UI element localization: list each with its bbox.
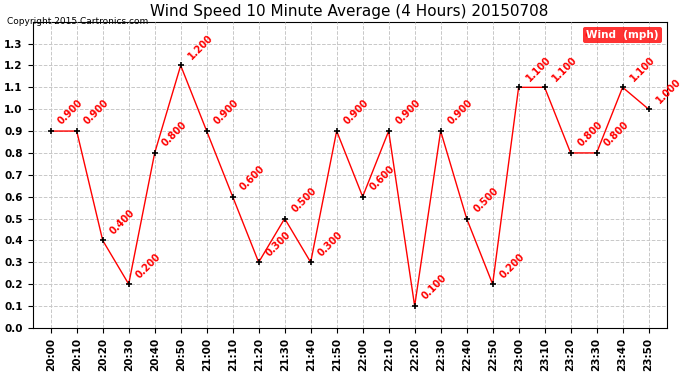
Text: 0.500: 0.500 bbox=[472, 186, 501, 214]
Text: 0.200: 0.200 bbox=[498, 251, 527, 280]
Title: Wind Speed 10 Minute Average (4 Hours) 20150708: Wind Speed 10 Minute Average (4 Hours) 2… bbox=[150, 4, 549, 19]
Text: 1.200: 1.200 bbox=[186, 33, 215, 61]
Text: 0.900: 0.900 bbox=[82, 98, 111, 127]
Text: 0.800: 0.800 bbox=[576, 120, 605, 149]
Text: 0.200: 0.200 bbox=[135, 251, 163, 280]
Text: 0.800: 0.800 bbox=[602, 120, 631, 149]
Text: 0.400: 0.400 bbox=[108, 207, 137, 236]
Text: 0.600: 0.600 bbox=[368, 164, 397, 192]
Text: 0.900: 0.900 bbox=[57, 98, 85, 127]
Text: 1.100: 1.100 bbox=[550, 54, 579, 83]
Text: 1.100: 1.100 bbox=[524, 54, 553, 83]
Text: 0.300: 0.300 bbox=[316, 229, 345, 258]
Text: 0.900: 0.900 bbox=[342, 98, 371, 127]
Text: 1.100: 1.100 bbox=[628, 54, 657, 83]
Text: 0.300: 0.300 bbox=[264, 229, 293, 258]
Text: 0.800: 0.800 bbox=[160, 120, 189, 149]
Text: Copyright 2015 Cartronics.com: Copyright 2015 Cartronics.com bbox=[7, 17, 148, 26]
Text: 1.000: 1.000 bbox=[654, 76, 683, 105]
Text: 0.600: 0.600 bbox=[238, 164, 267, 192]
Text: 0.900: 0.900 bbox=[446, 98, 475, 127]
Text: 0.900: 0.900 bbox=[213, 98, 241, 127]
Text: 0.500: 0.500 bbox=[290, 186, 319, 214]
Text: 0.100: 0.100 bbox=[420, 273, 449, 302]
Text: 0.900: 0.900 bbox=[394, 98, 423, 127]
Legend: Wind  (mph): Wind (mph) bbox=[583, 27, 662, 43]
